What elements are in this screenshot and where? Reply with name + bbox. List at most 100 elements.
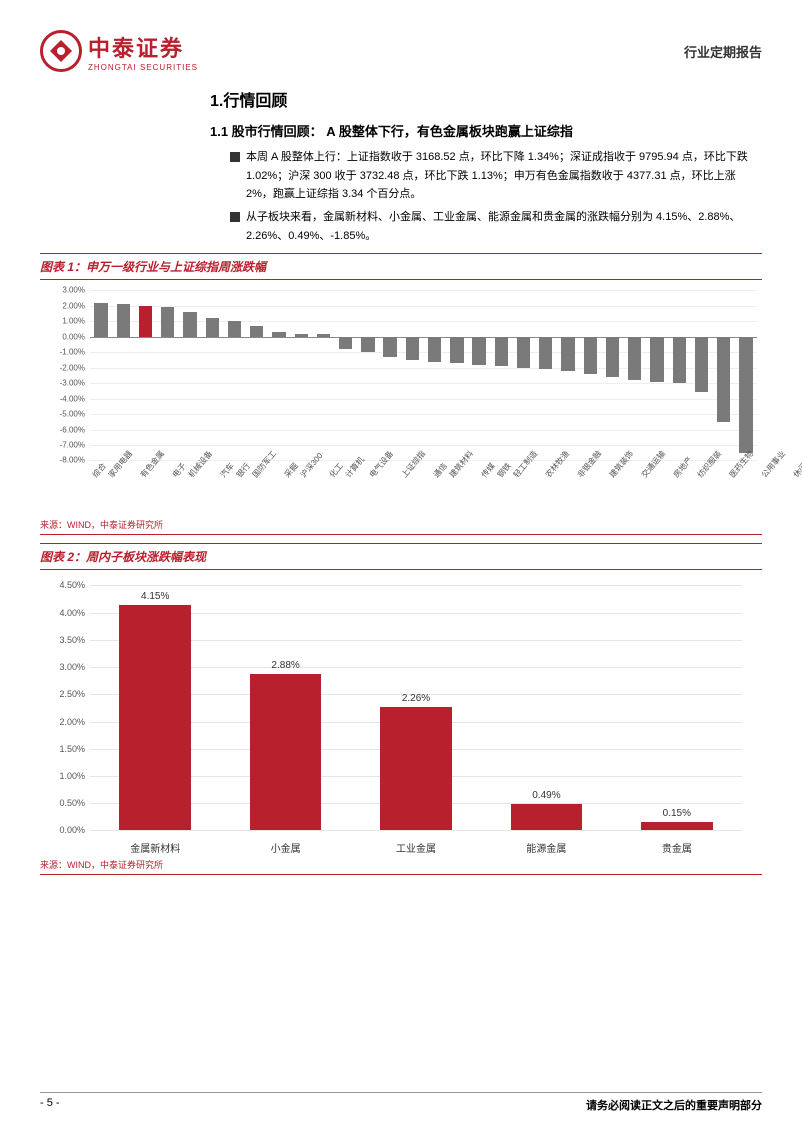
chart1-xlabels: 综合家用电器有色金属电子机械设备汽车银行国防军工采掘沪深300化工计算机电气设备… bbox=[90, 463, 757, 474]
chart1-bar-wrap bbox=[90, 290, 112, 460]
chart1-xlabel: 综合 bbox=[90, 461, 109, 480]
chart2-bar bbox=[250, 674, 322, 831]
chart2-ytick: 2.50% bbox=[40, 689, 85, 699]
chart1-bar bbox=[472, 337, 485, 365]
chart2-ytick: 3.00% bbox=[40, 662, 85, 672]
heading-1: 1.行情回顾 bbox=[210, 87, 762, 111]
chart2-ytick: 4.50% bbox=[40, 580, 85, 590]
chart1-ytick: -5.00% bbox=[40, 410, 85, 419]
chart2-area: 0.00%0.50%1.00%1.50%2.00%2.50%3.00%3.50%… bbox=[40, 575, 762, 855]
chart2-title: 图表 2：周内子板块涨跌幅表现 bbox=[40, 543, 762, 570]
chart1-bar bbox=[183, 312, 196, 337]
chart2-bar-wrap: 4.15% bbox=[90, 585, 220, 830]
bullet-square-icon bbox=[230, 152, 240, 162]
chart1-bar bbox=[295, 334, 308, 337]
chart2-bar-wrap: 0.15% bbox=[612, 585, 742, 830]
chart2-bar bbox=[511, 804, 583, 831]
chart1-bar bbox=[161, 307, 174, 336]
body-paragraphs: 本周 A 股整体上行：上证指数收于 3168.52 点，环比下降 1.34%；深… bbox=[230, 148, 762, 245]
chart2-xlabel: 能源金属 bbox=[481, 840, 611, 855]
chart1-bar-wrap bbox=[512, 290, 534, 460]
chart2-ytick: 3.50% bbox=[40, 635, 85, 645]
chart2-ytick: 0.00% bbox=[40, 825, 85, 835]
chart1-bar bbox=[339, 337, 352, 349]
chart1-bar bbox=[406, 337, 419, 360]
chart1-bar bbox=[117, 304, 130, 336]
chart1-bar-wrap bbox=[157, 290, 179, 460]
chart1-bar-wrap bbox=[490, 290, 512, 460]
chart1-bar bbox=[495, 337, 508, 366]
chart1-ytick: -8.00% bbox=[40, 456, 85, 465]
chart1-bar-wrap bbox=[446, 290, 468, 460]
chart1-title: 图表 1：申万一级行业与上证综指周涨跌幅 bbox=[40, 253, 762, 280]
chart1-bar-wrap bbox=[735, 290, 757, 460]
chart1-bar-wrap bbox=[401, 290, 423, 460]
disclaimer: 请务必阅读正文之后的重要声明部分 bbox=[586, 1097, 762, 1113]
chart1-bar-wrap bbox=[312, 290, 334, 460]
chart1-source: 来源：WIND，中泰证券研究所 bbox=[40, 515, 762, 535]
logo-en: ZHONGTAI SECURITIES bbox=[88, 63, 198, 72]
chart2-bar-wrap: 2.26% bbox=[351, 585, 481, 830]
chart1-bar bbox=[139, 306, 152, 337]
footer: - 5 - 请务必阅读正文之后的重要声明部分 bbox=[40, 1092, 762, 1113]
chart1-bar-wrap bbox=[290, 290, 312, 460]
logo: 中泰证券 ZHONGTAI SECURITIES bbox=[40, 30, 198, 72]
chart1-ytick: 1.00% bbox=[40, 317, 85, 326]
chart1-bar bbox=[94, 303, 107, 337]
chart2-bar-wrap: 2.88% bbox=[220, 585, 350, 830]
chart1-xlabel: 休闲服务 bbox=[791, 449, 802, 481]
chart1-ytick: 2.00% bbox=[40, 301, 85, 310]
bullet-square-icon bbox=[230, 212, 240, 222]
chart1-bar-wrap bbox=[690, 290, 712, 460]
chart1-bar bbox=[206, 318, 219, 337]
chart1-xlabel: 电子 bbox=[170, 461, 189, 480]
chart2-bars: 4.15%2.88% 2.26% 0.49% 0.15% bbox=[90, 585, 742, 830]
chart2-gridline bbox=[90, 830, 742, 831]
chart1-bar-wrap bbox=[713, 290, 735, 460]
chart1-bar bbox=[561, 337, 574, 371]
chart1-ytick: 3.00% bbox=[40, 286, 85, 295]
chart1-bar bbox=[428, 337, 441, 362]
chart1-bar bbox=[317, 334, 330, 337]
chart1-bar-wrap bbox=[201, 290, 223, 460]
chart2-ytick: 1.00% bbox=[40, 771, 85, 781]
chart2-bar bbox=[641, 822, 713, 830]
chart1-ytick: -1.00% bbox=[40, 348, 85, 357]
page-number: - 5 - bbox=[40, 1097, 60, 1113]
chart1-bar-wrap bbox=[335, 290, 357, 460]
chart1-area: -8.00%-7.00%-6.00%-5.00%-4.00%-3.00%-2.0… bbox=[40, 285, 762, 515]
chart1-bar bbox=[272, 332, 285, 337]
chart1-ytick: -2.00% bbox=[40, 363, 85, 372]
chart1-bar-wrap bbox=[112, 290, 134, 460]
chart1-bar-wrap bbox=[424, 290, 446, 460]
chart1-bar bbox=[695, 337, 708, 393]
chart1-bar-wrap bbox=[357, 290, 379, 460]
chart1-bars bbox=[90, 290, 757, 460]
chart2-bar-wrap: 0.49% bbox=[481, 585, 611, 830]
chart1-bar bbox=[517, 337, 530, 368]
chart1-xlabel: 汽车 bbox=[218, 461, 237, 480]
chart1-bar-wrap bbox=[468, 290, 490, 460]
chart1-ytick: -3.00% bbox=[40, 379, 85, 388]
chart2-value-label: 2.26% bbox=[402, 693, 430, 704]
chart1-bar bbox=[717, 337, 730, 422]
logo-cn: 中泰证券 bbox=[88, 31, 198, 63]
chart1-bar bbox=[383, 337, 396, 357]
chart2-ytick: 4.00% bbox=[40, 608, 85, 618]
chart2-xlabel: 贵金属 bbox=[612, 840, 742, 855]
chart2-ytick: 1.50% bbox=[40, 744, 85, 754]
chart1: -8.00%-7.00%-6.00%-5.00%-4.00%-3.00%-2.0… bbox=[40, 285, 762, 515]
chart2-source: 来源：WIND，中泰证券研究所 bbox=[40, 855, 762, 875]
chart2-value-label: 0.49% bbox=[532, 790, 560, 801]
chart2-xlabel: 金属新材料 bbox=[90, 840, 220, 855]
chart1-bar-wrap bbox=[246, 290, 268, 460]
chart2-xlabel: 工业金属 bbox=[351, 840, 481, 855]
chart1-bar bbox=[628, 337, 641, 380]
bullet-1-text: 本周 A 股整体上行：上证指数收于 3168.52 点，环比下降 1.34%；深… bbox=[246, 148, 762, 204]
chart2-xlabels: 金属新材料小金属工业金属能源金属贵金属 bbox=[90, 840, 742, 855]
chart1-ytick: -4.00% bbox=[40, 394, 85, 403]
chart1-bar-wrap bbox=[624, 290, 646, 460]
chart2-xlabel: 小金属 bbox=[220, 840, 350, 855]
chart1-ytick: -6.00% bbox=[40, 425, 85, 434]
chart1-bar-wrap bbox=[535, 290, 557, 460]
